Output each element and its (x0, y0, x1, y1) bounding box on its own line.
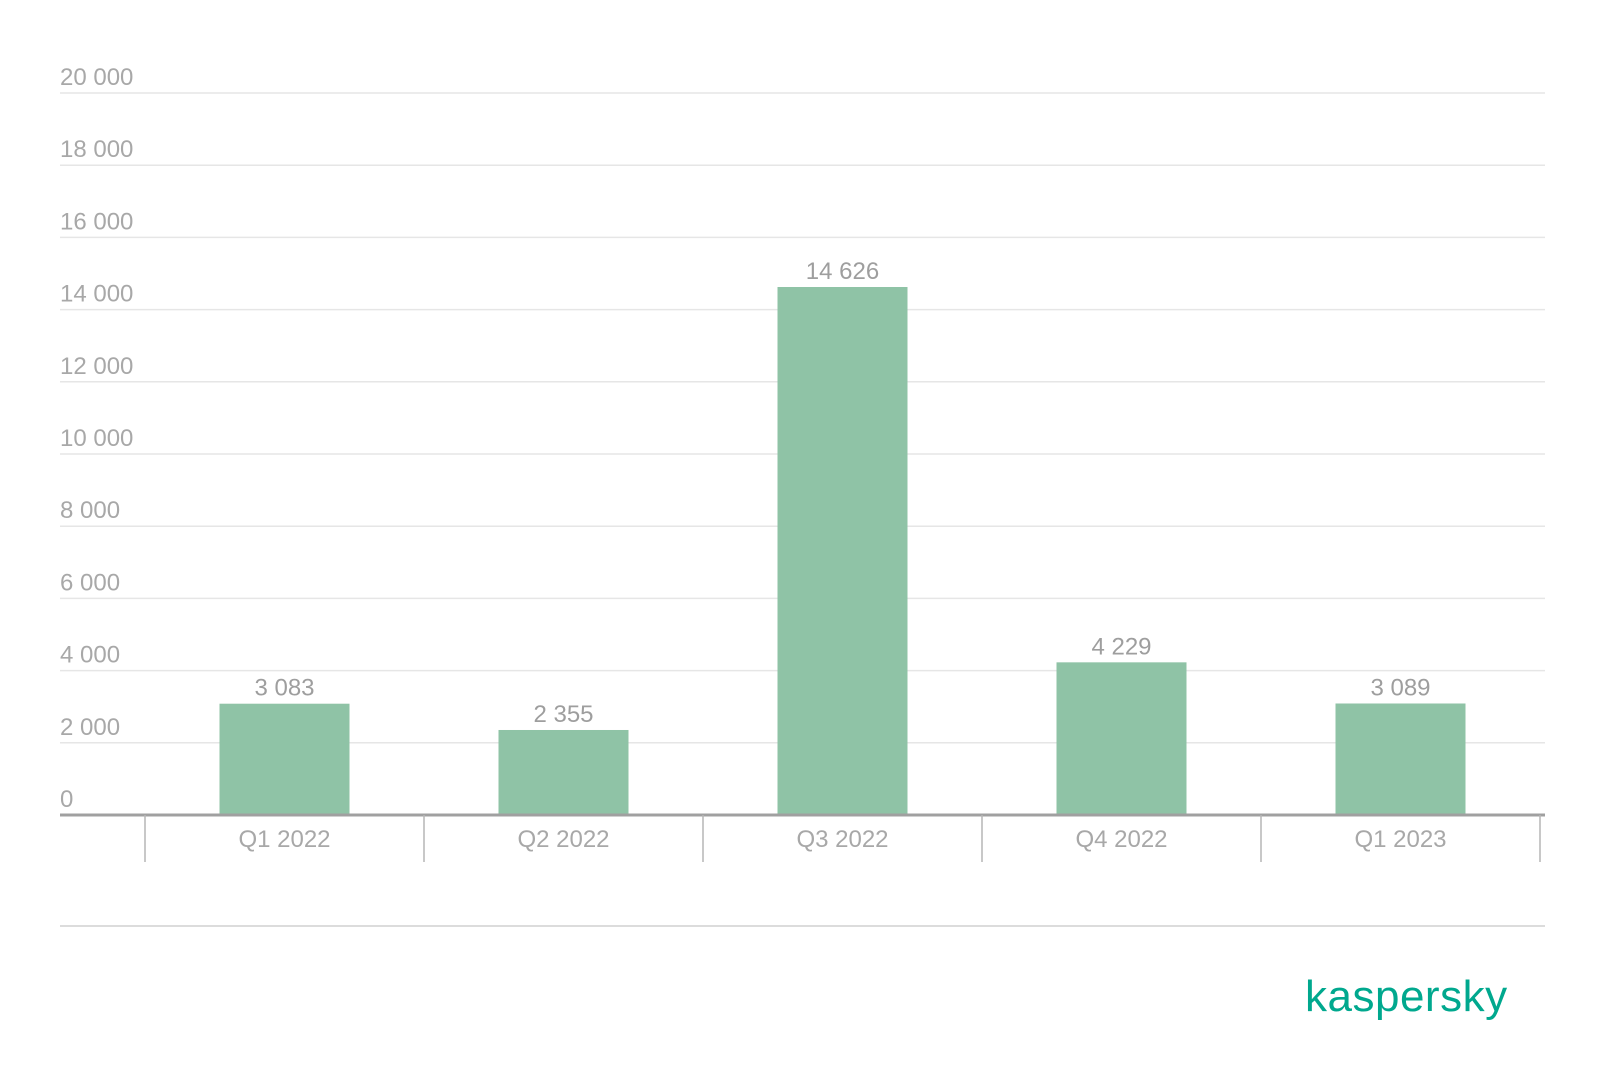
x-tick-label: Q1 2022 (238, 826, 330, 853)
data-label: 3 083 (254, 675, 314, 702)
data-label: 3 089 (1370, 674, 1430, 701)
y-axis-tick-labels: 0 2 000 4 000 6 000 8 000 10 000 12 000 14 000 1… (60, 64, 133, 813)
y-tick-label: 18 000 (60, 136, 133, 163)
y-tick-label: 8 000 (60, 497, 120, 524)
x-tick-label: Q3 2022 (796, 826, 888, 853)
x-tick-label: Q4 2022 (1075, 826, 1167, 853)
data-label: 4 229 (1091, 633, 1151, 660)
y-tick-label: 0 (60, 786, 73, 813)
y-tick-label: 6 000 (60, 569, 120, 596)
data-label: 14 626 (806, 258, 879, 285)
y-tick-label: 4 000 (60, 642, 120, 669)
bar-q1-2022 (219, 703, 350, 815)
y-tick-label: 14 000 (60, 281, 133, 308)
y-tick-label: 2 000 (60, 714, 120, 741)
x-axis-tick-labels: Q1 2022 Q2 2022 Q3 2022 Q4 2022 Q1 2023 (238, 826, 1446, 853)
y-tick-label: 20 000 (60, 64, 133, 91)
bar-q2-2022 (498, 729, 629, 815)
bar-q3-2022 (777, 287, 908, 815)
bar-q1-2023 (1335, 703, 1466, 815)
bars (219, 287, 1466, 815)
data-labels: 3 083 2 355 14 626 4 229 3 089 (254, 258, 1430, 728)
y-tick-label: 10 000 (60, 425, 133, 452)
y-tick-label: 12 000 (60, 353, 133, 380)
x-axis (60, 813, 1545, 862)
y-tick-label: 16 000 (60, 208, 133, 235)
data-label: 2 355 (533, 701, 593, 728)
bar-q4-2022 (1056, 662, 1187, 815)
x-tick-label: Q1 2023 (1354, 826, 1446, 853)
kaspersky-logo: kaspersky (1305, 972, 1508, 1021)
x-tick-label: Q2 2022 (517, 826, 609, 853)
